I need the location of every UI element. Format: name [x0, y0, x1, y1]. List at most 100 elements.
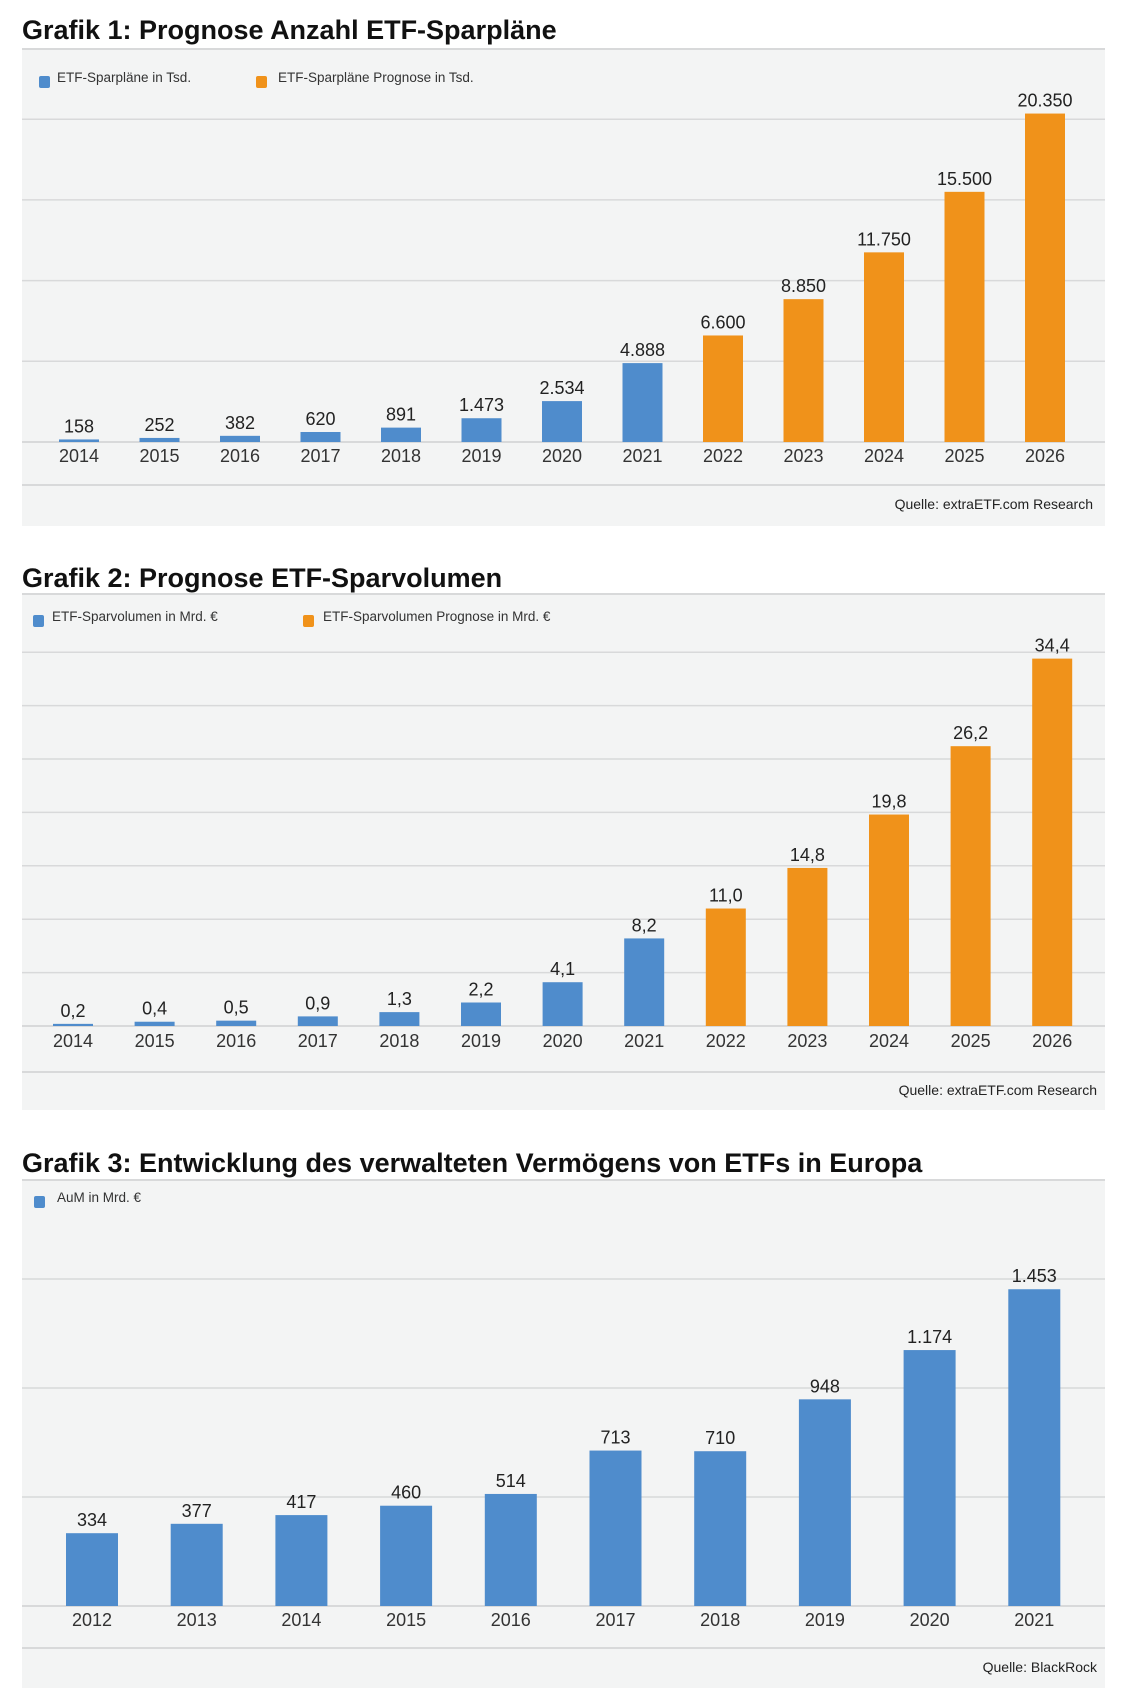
chart-3-title: Grafik 3: Entwicklung des verwalteten Ve…	[22, 1148, 923, 1178]
value-label-2016: 382	[225, 413, 255, 433]
bar-2022	[705, 908, 746, 1026]
value-label-2020: 1.174	[907, 1327, 952, 1347]
bar-2018	[381, 427, 421, 442]
value-label-2015: 460	[391, 1483, 421, 1503]
bar-2016	[484, 1493, 537, 1606]
year-label-2014: 2014	[281, 1610, 321, 1630]
bar-2025	[950, 746, 991, 1026]
legend-label-actual: AuM in Mrd. €	[57, 1190, 142, 1205]
year-label-2019: 2019	[805, 1610, 845, 1630]
value-label-2015: 252	[144, 415, 174, 435]
year-label-2021: 2021	[624, 1031, 664, 1051]
value-label-2017: 620	[305, 409, 335, 429]
year-label-2015: 2015	[139, 446, 179, 466]
value-label-2021: 4.888	[620, 340, 665, 360]
year-label-2016: 2016	[491, 1610, 531, 1630]
year-label-2026: 2026	[1032, 1031, 1072, 1051]
bar-2023	[783, 299, 824, 442]
value-label-2020: 4,1	[550, 959, 575, 979]
year-label-2020: 2020	[543, 1031, 583, 1051]
value-label-2019: 1.473	[459, 395, 504, 415]
value-label-2019: 2,2	[468, 980, 493, 1000]
year-label-2016: 2016	[216, 1031, 256, 1051]
year-label-2024: 2024	[864, 446, 904, 466]
year-label-2026: 2026	[1025, 446, 1065, 466]
year-label-2022: 2022	[703, 446, 743, 466]
year-label-2019: 2019	[461, 1031, 501, 1051]
year-label-2023: 2023	[783, 446, 823, 466]
year-label-2012: 2012	[72, 1610, 112, 1630]
year-label-2014: 2014	[53, 1031, 93, 1051]
year-label-2021: 2021	[1014, 1610, 1054, 1630]
value-label-2019: 948	[810, 1376, 840, 1396]
bar-2021	[624, 938, 665, 1026]
value-label-2023: 8.850	[781, 276, 826, 296]
bar-2018	[379, 1012, 420, 1026]
bar-2017	[589, 1450, 642, 1606]
value-label-2017: 0,9	[305, 993, 330, 1013]
chart-1-source: Quelle: extraETF.com Research	[895, 496, 1093, 512]
value-label-2018: 710	[705, 1428, 735, 1448]
bar-2026	[1025, 113, 1065, 443]
bar-2015	[134, 1021, 175, 1026]
legend-label-actual: ETF-Sparvolumen in Mrd. €	[52, 609, 218, 624]
bar-2013	[170, 1523, 223, 1606]
bar-2016	[216, 1020, 257, 1026]
bar-2026	[1032, 658, 1073, 1026]
value-label-2014: 417	[286, 1492, 316, 1512]
year-label-2017: 2017	[595, 1610, 635, 1630]
bar-2023	[787, 867, 828, 1026]
year-label-2015: 2015	[386, 1610, 426, 1630]
bar-2014	[53, 1023, 93, 1026]
chart-2-source: Quelle: extraETF.com Research	[899, 1082, 1097, 1098]
chart-2-title: Grafik 2: Prognose ETF-Sparvolumen	[22, 563, 502, 593]
value-label-2023: 14,8	[790, 845, 825, 865]
year-label-2023: 2023	[787, 1031, 827, 1051]
bar-2020	[542, 401, 582, 442]
value-label-2017: 713	[600, 1428, 630, 1448]
bar-2015	[380, 1505, 433, 1606]
legend-label-forecast: ETF-Sparpläne Prognose in Tsd.	[278, 70, 474, 85]
year-label-2015: 2015	[135, 1031, 175, 1051]
bar-2021	[1008, 1289, 1061, 1606]
bar-2024	[869, 814, 909, 1026]
year-label-2016: 2016	[220, 446, 260, 466]
value-label-2018: 1,3	[387, 989, 412, 1009]
value-label-2016: 0,5	[224, 998, 249, 1018]
value-label-2024: 11.750	[857, 229, 911, 249]
bar-2024	[864, 252, 904, 442]
chart-panel	[22, 49, 1105, 526]
bar-2022	[703, 335, 743, 442]
bar-2019	[461, 1002, 501, 1026]
year-label-2021: 2021	[622, 446, 662, 466]
legend-swatch-actual	[34, 1196, 45, 1208]
value-label-2026: 20.350	[1017, 91, 1072, 111]
bar-2020	[903, 1350, 956, 1606]
bar-2019	[798, 1399, 851, 1606]
bar-2014	[59, 439, 99, 442]
legend-swatch-forecast	[256, 76, 267, 88]
bar-2016	[220, 435, 260, 442]
bar-2017	[297, 1016, 338, 1026]
bar-2017	[300, 431, 341, 442]
value-label-2020: 2.534	[539, 378, 584, 398]
chart-1-title: Grafik 1: Prognose Anzahl ETF-Sparpläne	[22, 15, 557, 45]
chart-2: Grafik 2: Prognose ETF-Sparvolumen 0,2 20…	[22, 563, 1105, 1110]
chart-1: Grafik 1: Prognose Anzahl ETF-Sparpläne …	[22, 15, 1105, 526]
bar-2019	[461, 418, 502, 442]
year-label-2018: 2018	[379, 1031, 419, 1051]
year-label-2025: 2025	[944, 446, 984, 466]
value-label-2015: 0,4	[142, 999, 167, 1019]
legend-swatch-forecast	[303, 615, 314, 627]
legend-label-actual: ETF-Sparpläne in Tsd.	[57, 70, 191, 85]
year-label-2019: 2019	[461, 446, 501, 466]
year-label-2017: 2017	[300, 446, 340, 466]
bar-2015	[139, 437, 180, 442]
value-label-2025: 15.500	[937, 169, 992, 189]
value-label-2026: 34,4	[1035, 636, 1070, 656]
value-label-2024: 19,8	[871, 792, 906, 812]
chart-3-source: Quelle: BlackRock	[983, 1659, 1098, 1675]
chart-3: Grafik 3: Entwicklung des verwalteten Ve…	[22, 1148, 1105, 1688]
legend-swatch-actual	[39, 76, 50, 88]
year-label-2020: 2020	[910, 1610, 950, 1630]
